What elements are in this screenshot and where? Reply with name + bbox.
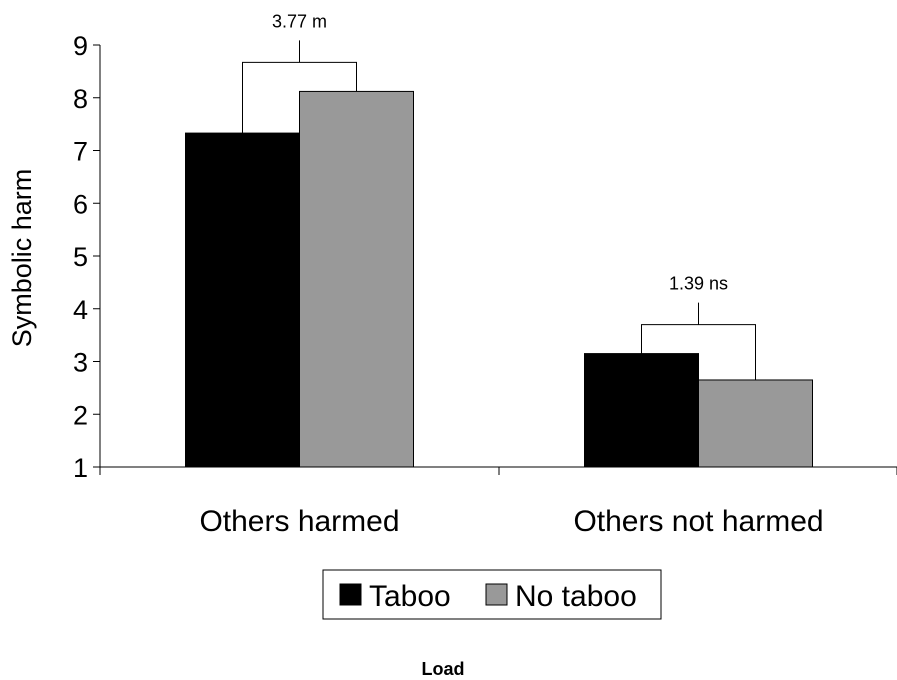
legend-swatch-no-taboo <box>485 583 508 606</box>
y-tick-label: 1 <box>73 453 88 483</box>
legend-label-taboo: Taboo <box>369 580 451 613</box>
y-tick-label: 8 <box>73 84 88 114</box>
y-tick-label: 4 <box>73 295 88 325</box>
x-tick-label: Others not harmed <box>573 505 823 538</box>
bars <box>185 90 813 468</box>
y-tick-label: 6 <box>73 189 88 219</box>
significance-label: 1.39 ns <box>669 274 728 294</box>
y-tick-label: 2 <box>73 400 88 430</box>
bar-taboo <box>185 132 300 468</box>
y-tick-label: 3 <box>73 348 88 378</box>
legend: Taboo No taboo <box>322 569 662 620</box>
legend-swatch-taboo <box>339 583 362 606</box>
legend-label-no-taboo: No taboo <box>515 580 637 613</box>
annotations: 3.77 m 1.39 ns <box>242 11 756 380</box>
bar-no-taboo <box>698 379 813 468</box>
axes: 1 2 3 4 5 6 7 8 9 Others harmed Others not harmed <box>73 31 897 538</box>
bar-taboo <box>584 353 699 468</box>
y-tick-label: 5 <box>73 242 88 272</box>
y-axis-label: Symbolic harm <box>7 169 37 348</box>
x-tick-label: Others harmed <box>199 505 399 538</box>
x-axis-caption: Load <box>422 659 465 679</box>
significance-label: 3.77 m <box>272 11 327 31</box>
y-tick-label: 9 <box>73 31 88 61</box>
bar-no-taboo <box>299 90 414 468</box>
y-tick-label: 7 <box>73 137 88 167</box>
